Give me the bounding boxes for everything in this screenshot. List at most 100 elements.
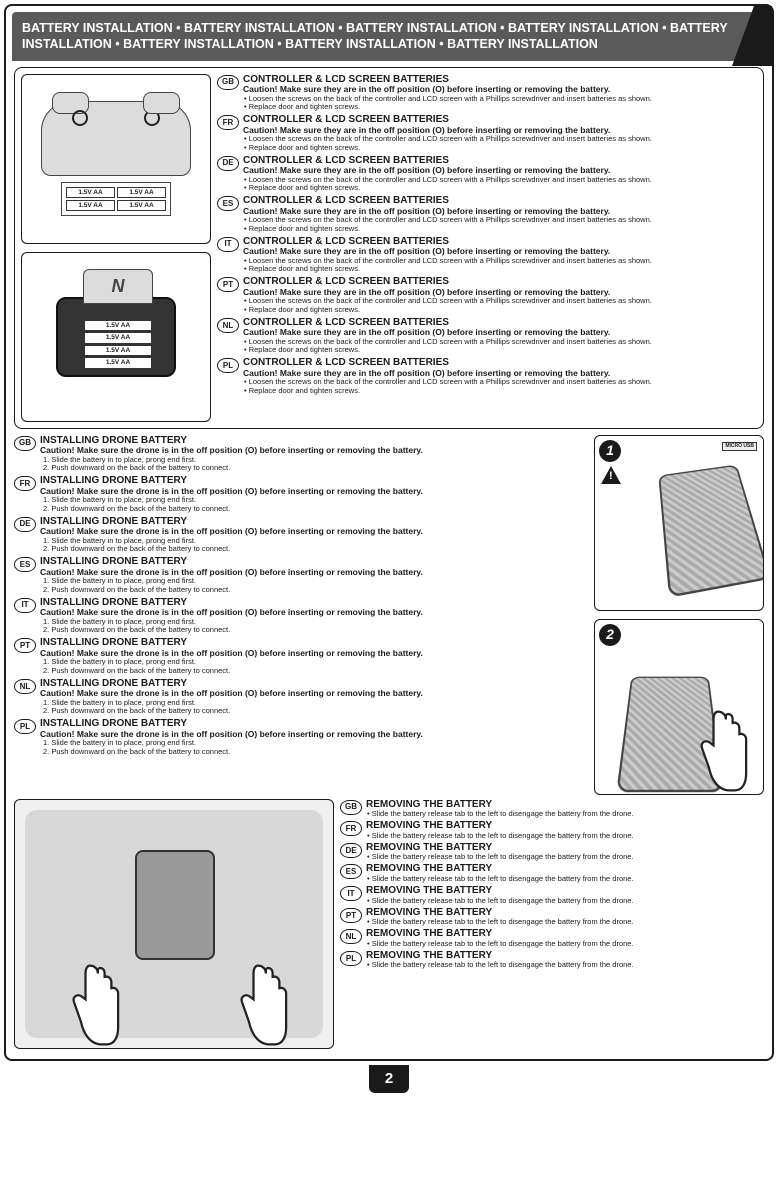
- lang-badge: ES: [340, 864, 362, 879]
- lang-content: REMOVING THE BATTERY Slide the battery r…: [366, 928, 764, 948]
- step2-diagram: 2: [594, 619, 764, 795]
- lang-badge: PL: [14, 719, 36, 734]
- lang-badge: NL: [217, 318, 239, 333]
- section2-step: 2. Push downward on the back of the batt…: [40, 667, 588, 676]
- lang-block-es: ES REMOVING THE BATTERY Slide the batter…: [340, 863, 764, 883]
- lang-block-es: ES INSTALLING DRONE BATTERY Caution! Mak…: [14, 556, 588, 595]
- lang-badge: FR: [217, 115, 239, 130]
- lang-block-fr: FR REMOVING THE BATTERY Slide the batter…: [340, 820, 764, 840]
- section3-bullet: Slide the battery release tab to the lef…: [366, 832, 764, 841]
- section2-language-list: GB INSTALLING DRONE BATTERY Caution! Mak…: [14, 435, 588, 795]
- section2-title: INSTALLING DRONE BATTERY: [40, 475, 588, 487]
- lang-content: REMOVING THE BATTERY Slide the battery r…: [366, 907, 764, 927]
- lang-content: INSTALLING DRONE BATTERY Caution! Make s…: [40, 516, 588, 555]
- page-number: 2: [369, 1065, 409, 1093]
- lang-badge: ES: [217, 196, 239, 211]
- battery-cell: 1.5V AA: [84, 320, 152, 331]
- section3-bullet: Slide the battery release tab to the lef…: [366, 853, 764, 862]
- lang-content: INSTALLING DRONE BATTERY Caution! Make s…: [40, 637, 588, 676]
- section2-step: 2. Push downward on the back of the batt…: [40, 464, 588, 473]
- hand-icon: [683, 706, 753, 795]
- battery-cell: 1.5V AA: [66, 200, 115, 211]
- logo-icon: N: [112, 276, 125, 297]
- lang-content: REMOVING THE BATTERY Slide the battery r…: [366, 950, 764, 970]
- lcd-shape: N 1.5V AA 1.5V AA 1.5V AA 1.5V AA: [56, 297, 176, 377]
- section1-language-list: GB CONTROLLER & LCD SCREEN BATTERIES Cau…: [217, 74, 757, 422]
- lang-block-nl: NL REMOVING THE BATTERY Slide the batter…: [340, 928, 764, 948]
- section2-step: 2. Push downward on the back of the batt…: [40, 707, 588, 716]
- section3-title: REMOVING THE BATTERY: [366, 885, 764, 897]
- lang-block-de: DE REMOVING THE BATTERY Slide the batter…: [340, 842, 764, 862]
- lang-badge: DE: [217, 156, 239, 171]
- section3-language-list: GB REMOVING THE BATTERY Slide the batter…: [340, 799, 764, 1049]
- lang-content: INSTALLING DRONE BATTERY Caution! Make s…: [40, 435, 588, 474]
- section1-bullet: Replace door and tighten screws.: [243, 306, 757, 315]
- section-install-drone-battery: GB INSTALLING DRONE BATTERY Caution! Mak…: [14, 435, 764, 795]
- lang-block-it: IT REMOVING THE BATTERY Slide the batter…: [340, 885, 764, 905]
- page: BATTERY INSTALLATION • BATTERY INSTALLAT…: [4, 4, 774, 1061]
- lang-block-pt: PT REMOVING THE BATTERY Slide the batter…: [340, 907, 764, 927]
- rotate-arrow-right-icon: [144, 110, 160, 126]
- lang-block-pt: PT INSTALLING DRONE BATTERY Caution! Mak…: [14, 637, 588, 676]
- micro-usb-label: MICRO USB: [722, 442, 757, 452]
- lang-content: INSTALLING DRONE BATTERY Caution! Make s…: [40, 475, 588, 514]
- step-number-1: 1: [599, 440, 621, 462]
- battery-cell: 1.5V AA: [84, 332, 152, 343]
- section3-bullet: Slide the battery release tab to the lef…: [366, 897, 764, 906]
- section1-title: CONTROLLER & LCD SCREEN BATTERIES: [243, 114, 757, 126]
- step-number-2: 2: [599, 624, 621, 646]
- section2-step: 2. Push downward on the back of the batt…: [40, 505, 588, 514]
- lang-content: CONTROLLER & LCD SCREEN BATTERIES Cautio…: [243, 317, 757, 356]
- section2-step: 2. Push downward on the back of the batt…: [40, 626, 588, 635]
- section2-step: 2. Push downward on the back of the batt…: [40, 748, 588, 757]
- lang-badge: FR: [14, 476, 36, 491]
- lang-block-nl: NL CONTROLLER & LCD SCREEN BATTERIES Cau…: [217, 317, 757, 356]
- lang-badge: NL: [340, 929, 362, 944]
- lang-badge: IT: [217, 237, 239, 252]
- lang-content: INSTALLING DRONE BATTERY Caution! Make s…: [40, 597, 588, 636]
- battery-cell: 1.5V AA: [84, 357, 152, 368]
- warning-icon: [601, 466, 621, 484]
- section1-bullet: Replace door and tighten screws.: [243, 184, 757, 193]
- section1-title: CONTROLLER & LCD SCREEN BATTERIES: [243, 357, 757, 369]
- section1-bullet: Replace door and tighten screws.: [243, 144, 757, 153]
- lang-content: CONTROLLER & LCD SCREEN BATTERIES Cautio…: [243, 195, 757, 234]
- section3-bullet: Slide the battery release tab to the lef…: [366, 940, 764, 949]
- lang-content: INSTALLING DRONE BATTERY Caution! Make s…: [40, 678, 588, 717]
- drone-battery: [135, 850, 215, 960]
- lang-block-de: DE INSTALLING DRONE BATTERY Caution! Mak…: [14, 516, 588, 555]
- remove-battery-diagram: [14, 799, 334, 1049]
- diagram-column: 1.5V AA 1.5V AA 1.5V AA 1.5V AA N 1.5V A…: [21, 74, 211, 422]
- lang-content: CONTROLLER & LCD SCREEN BATTERIES Cautio…: [243, 357, 757, 396]
- lang-block-it: IT CONTROLLER & LCD SCREEN BATTERIES Cau…: [217, 236, 757, 275]
- lang-badge: PT: [217, 277, 239, 292]
- section2-title: INSTALLING DRONE BATTERY: [40, 718, 588, 730]
- rotate-arrow-left-icon: [72, 110, 88, 126]
- lang-content: INSTALLING DRONE BATTERY Caution! Make s…: [40, 556, 588, 595]
- controller-battery-panel: 1.5V AA 1.5V AA 1.5V AA 1.5V AA: [61, 182, 171, 217]
- lang-block-gb: GB CONTROLLER & LCD SCREEN BATTERIES Cau…: [217, 74, 757, 113]
- step1-diagram: 1 MICRO USB: [594, 435, 764, 611]
- lang-badge: IT: [14, 598, 36, 613]
- lang-badge: NL: [14, 679, 36, 694]
- section3-bullet: Slide the battery release tab to the lef…: [366, 810, 764, 819]
- lang-content: INSTALLING DRONE BATTERY Caution! Make s…: [40, 718, 588, 757]
- section1-bullet: Replace door and tighten screws.: [243, 265, 757, 274]
- section2-images: 1 MICRO USB 2: [594, 435, 764, 795]
- header-text: BATTERY INSTALLATION • BATTERY INSTALLAT…: [22, 21, 727, 51]
- lcd-diagram: N 1.5V AA 1.5V AA 1.5V AA 1.5V AA: [21, 252, 211, 422]
- controller-diagram: 1.5V AA 1.5V AA 1.5V AA 1.5V AA: [21, 74, 211, 244]
- lang-block-nl: NL INSTALLING DRONE BATTERY Caution! Mak…: [14, 678, 588, 717]
- battery-cell: 1.5V AA: [117, 200, 166, 211]
- section2-step: 2. Push downward on the back of the batt…: [40, 586, 588, 595]
- section3-bullet: Slide the battery release tab to the lef…: [366, 961, 764, 970]
- lang-badge: ES: [14, 557, 36, 572]
- lang-badge: GB: [217, 75, 239, 90]
- section1-bullet: Replace door and tighten screws.: [243, 346, 757, 355]
- section1-bullet: Replace door and tighten screws.: [243, 103, 757, 112]
- section3-bullet: Slide the battery release tab to the lef…: [366, 918, 764, 927]
- lang-content: CONTROLLER & LCD SCREEN BATTERIES Cautio…: [243, 276, 757, 315]
- hand-icon: [55, 960, 125, 1049]
- lang-block-gb: GB INSTALLING DRONE BATTERY Caution! Mak…: [14, 435, 588, 474]
- lang-block-de: DE CONTROLLER & LCD SCREEN BATTERIES Cau…: [217, 155, 757, 194]
